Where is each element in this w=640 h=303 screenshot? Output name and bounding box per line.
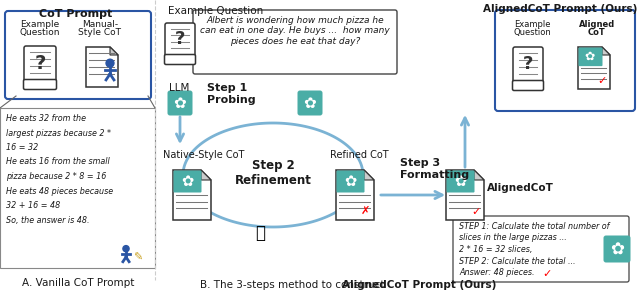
Text: ✎: ✎ (133, 253, 143, 263)
Text: ✿: ✿ (454, 174, 466, 188)
Text: Step 1: Step 1 (207, 83, 247, 93)
Text: ✿: ✿ (303, 96, 316, 111)
Text: Aligned: Aligned (579, 20, 615, 29)
FancyBboxPatch shape (24, 46, 56, 88)
Text: Question: Question (513, 28, 551, 37)
Text: LLM: LLM (169, 83, 189, 93)
Text: largest pizzas because 2 *: largest pizzas because 2 * (6, 128, 111, 138)
FancyBboxPatch shape (447, 171, 474, 192)
Text: STEP 2: Calculate the total ...: STEP 2: Calculate the total ... (459, 257, 575, 265)
Text: ✓: ✓ (542, 269, 552, 279)
Text: ✿: ✿ (344, 174, 356, 188)
Text: ?: ? (175, 30, 185, 48)
Polygon shape (446, 170, 484, 220)
Text: Refined CoT: Refined CoT (330, 150, 388, 160)
Text: AlignedCoT Prompt (Ours): AlignedCoT Prompt (Ours) (483, 4, 637, 14)
Text: Example: Example (20, 20, 60, 29)
FancyBboxPatch shape (193, 10, 397, 74)
Polygon shape (474, 170, 484, 180)
Text: CoT Prompt: CoT Prompt (40, 9, 113, 19)
Text: Manual-: Manual- (82, 20, 118, 29)
Text: Example: Example (514, 20, 550, 29)
Circle shape (123, 246, 129, 252)
Text: ✗: ✗ (360, 206, 370, 216)
Text: Native-Style CoT: Native-Style CoT (163, 150, 244, 160)
Polygon shape (0, 108, 155, 268)
Text: Question: Question (20, 28, 60, 37)
Text: 16 = 32: 16 = 32 (6, 143, 38, 152)
Text: ✿: ✿ (585, 50, 595, 63)
Text: ✿: ✿ (610, 241, 624, 258)
Text: Refinement: Refinement (235, 174, 312, 187)
Text: ?: ? (523, 55, 533, 73)
FancyBboxPatch shape (173, 171, 202, 192)
Text: Answer: 48 pieces.: Answer: 48 pieces. (459, 268, 534, 277)
Text: Style CoT: Style CoT (79, 28, 122, 37)
Text: AlignedCoT: AlignedCoT (487, 183, 554, 193)
Text: ✿: ✿ (181, 174, 193, 188)
FancyBboxPatch shape (495, 10, 635, 111)
Polygon shape (201, 170, 211, 180)
Text: ✓: ✓ (472, 207, 481, 217)
FancyBboxPatch shape (5, 11, 151, 99)
Text: He eats 16 from the small: He eats 16 from the small (6, 158, 109, 167)
Text: 🔧: 🔧 (255, 224, 265, 242)
Text: So, the answer is 48.: So, the answer is 48. (6, 215, 90, 225)
Polygon shape (86, 47, 118, 87)
Text: AlignedCoT Prompt (Ours): AlignedCoT Prompt (Ours) (342, 280, 496, 290)
Text: STEP 1: Calculate the total number of: STEP 1: Calculate the total number of (459, 222, 609, 231)
Circle shape (106, 59, 114, 67)
FancyBboxPatch shape (453, 216, 629, 282)
Polygon shape (364, 170, 374, 180)
Text: Albert is wondering how much pizza he
can eat in one day. He buys ...  how many
: Albert is wondering how much pizza he ca… (200, 16, 390, 46)
FancyBboxPatch shape (24, 79, 56, 89)
Polygon shape (336, 170, 374, 220)
FancyBboxPatch shape (165, 23, 195, 63)
Text: He eats 32 from the: He eats 32 from the (6, 114, 86, 123)
Text: A. Vanilla CoT Prompt: A. Vanilla CoT Prompt (22, 278, 134, 288)
Text: Step 3: Step 3 (400, 158, 440, 168)
Text: 32 + 16 = 48: 32 + 16 = 48 (6, 201, 60, 210)
FancyBboxPatch shape (513, 81, 543, 91)
Text: pizza because 2 * 8 = 16: pizza because 2 * 8 = 16 (6, 172, 106, 181)
Text: Formatting: Formatting (400, 170, 469, 180)
FancyBboxPatch shape (298, 91, 323, 115)
Text: slices in the large pizzas ...: slices in the large pizzas ... (459, 234, 567, 242)
Polygon shape (578, 47, 610, 89)
Text: Step 2: Step 2 (252, 158, 294, 171)
Polygon shape (110, 47, 118, 55)
FancyBboxPatch shape (579, 48, 602, 66)
FancyBboxPatch shape (168, 91, 193, 115)
Text: Example Question: Example Question (168, 6, 263, 16)
Polygon shape (173, 170, 211, 220)
FancyBboxPatch shape (604, 235, 630, 262)
Text: ✿: ✿ (173, 96, 186, 111)
Polygon shape (602, 47, 610, 55)
Text: He eats 48 pieces because: He eats 48 pieces because (6, 187, 113, 195)
Text: CoT: CoT (588, 28, 606, 37)
Text: Probing: Probing (207, 95, 255, 105)
Text: ?: ? (35, 54, 45, 73)
Text: ✓: ✓ (598, 76, 607, 86)
FancyBboxPatch shape (513, 47, 543, 89)
Text: 2 * 16 = 32 slices,: 2 * 16 = 32 slices, (459, 245, 532, 254)
FancyBboxPatch shape (164, 55, 195, 65)
FancyBboxPatch shape (337, 171, 365, 192)
Text: B. The 3-steps method to construct: B. The 3-steps method to construct (200, 280, 388, 290)
